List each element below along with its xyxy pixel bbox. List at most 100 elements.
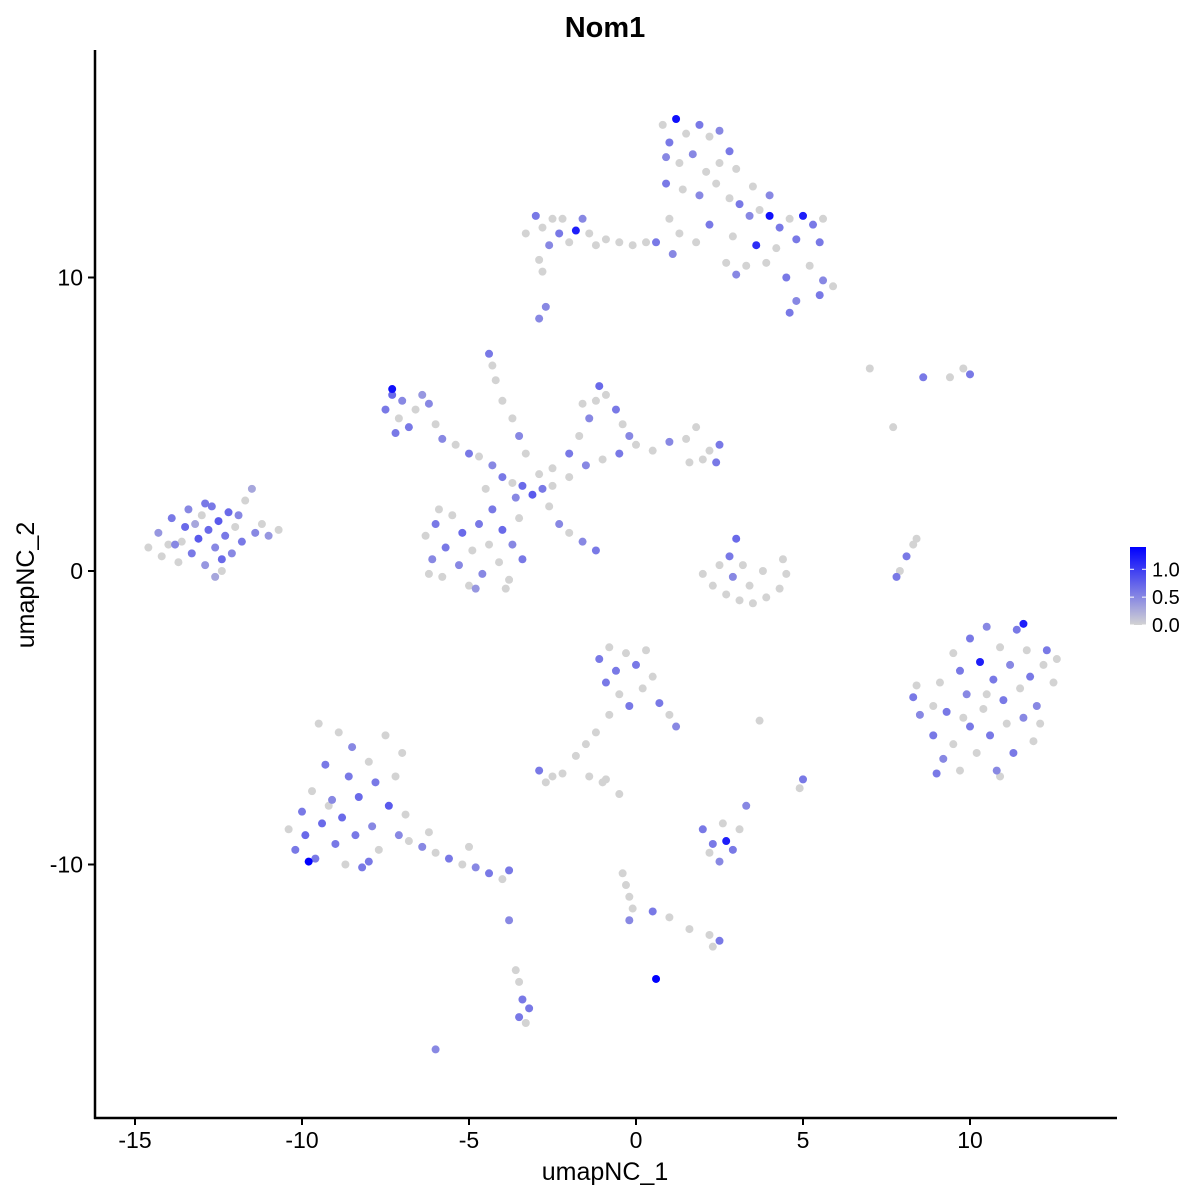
data-point — [665, 214, 674, 223]
data-point — [662, 153, 671, 162]
data-point — [778, 555, 787, 564]
data-point — [518, 995, 527, 1004]
data-point — [962, 690, 971, 699]
data-point — [247, 484, 256, 493]
data-point — [865, 364, 874, 373]
x-tick-label: 0 — [630, 1127, 643, 1153]
data-point — [662, 179, 671, 188]
data-point — [939, 754, 948, 763]
data-point — [157, 552, 166, 561]
data-point — [535, 470, 544, 479]
data-point — [642, 646, 651, 655]
data-point — [949, 649, 958, 658]
data-point — [331, 839, 340, 848]
data-point — [605, 643, 614, 652]
data-point — [682, 129, 691, 138]
data-point — [207, 502, 216, 511]
data-point — [585, 772, 594, 781]
y-axis-ticks: -10 0 10 — [50, 265, 95, 878]
data-point — [241, 496, 250, 505]
data-point — [498, 396, 507, 405]
data-point — [1042, 646, 1051, 655]
data-point — [475, 520, 484, 529]
data-point — [444, 854, 453, 863]
data-point — [715, 857, 724, 866]
data-point — [755, 716, 764, 725]
data-point — [211, 572, 220, 581]
data-point — [154, 528, 163, 537]
data-point — [1012, 625, 1021, 634]
data-point — [809, 220, 818, 229]
data-point — [715, 561, 724, 570]
data-point — [929, 731, 938, 740]
data-point — [805, 261, 814, 270]
data-point — [625, 916, 634, 925]
data-point — [404, 837, 413, 846]
data-point — [966, 634, 974, 643]
data-point — [515, 1013, 524, 1022]
data-point — [508, 414, 517, 423]
data-point — [658, 120, 667, 129]
data-point — [742, 801, 751, 810]
data-point — [424, 569, 433, 578]
data-point — [892, 572, 901, 581]
data-point — [498, 525, 507, 534]
data-point — [718, 819, 727, 828]
chart-title: Nom1 — [565, 12, 646, 44]
data-point — [371, 778, 380, 787]
data-point — [318, 819, 327, 828]
data-point — [728, 232, 737, 241]
data-point — [605, 710, 614, 719]
data-point — [578, 399, 587, 408]
data-point — [615, 449, 624, 458]
data-point — [475, 452, 484, 461]
data-point — [478, 569, 487, 578]
data-point — [167, 514, 176, 523]
data-point — [441, 543, 450, 552]
data-point — [722, 837, 731, 846]
data-point — [685, 925, 694, 934]
data-point — [762, 593, 771, 602]
data-point — [471, 863, 480, 872]
data-point — [585, 414, 594, 423]
data-point — [418, 842, 427, 851]
data-point — [902, 552, 911, 561]
x-tick-label: -5 — [459, 1127, 479, 1153]
data-point — [725, 194, 734, 203]
data-point — [755, 205, 764, 214]
data-point — [648, 446, 657, 455]
data-point — [595, 382, 604, 391]
data-point — [1029, 737, 1038, 746]
y-tick-label: -10 — [50, 852, 83, 878]
data-point — [625, 702, 634, 711]
data-point — [538, 223, 547, 232]
data-point — [555, 229, 564, 238]
data-point — [428, 555, 437, 564]
data-point — [765, 191, 774, 200]
data-point — [618, 420, 627, 429]
data-point — [915, 710, 924, 719]
data-point — [1002, 719, 1011, 728]
data-point — [458, 860, 467, 869]
data-point — [311, 854, 320, 863]
data-point — [665, 913, 674, 922]
data-point — [308, 787, 317, 796]
data-point — [374, 845, 383, 854]
legend-tick-label: 0.0 — [1152, 615, 1180, 637]
data-point — [611, 405, 620, 414]
data-point — [274, 525, 283, 534]
data-point — [955, 666, 964, 675]
data-point — [488, 505, 497, 514]
data-point — [652, 974, 661, 983]
data-point — [227, 549, 236, 558]
y-tick-label: 10 — [57, 265, 83, 291]
data-point — [735, 596, 744, 605]
data-point — [214, 517, 223, 526]
data-point — [515, 977, 524, 986]
data-point — [511, 966, 520, 975]
data-point — [935, 678, 944, 687]
data-point — [712, 179, 721, 188]
data-point — [732, 270, 741, 279]
data-point — [829, 282, 838, 291]
data-point — [705, 446, 714, 455]
